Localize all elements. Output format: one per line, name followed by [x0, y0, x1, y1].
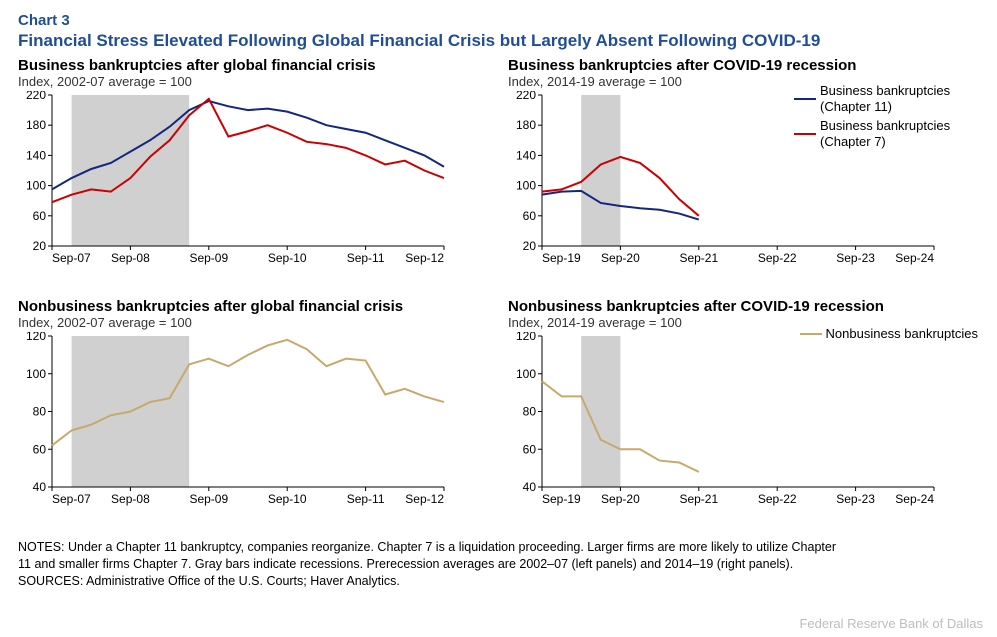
- panel-bl-sub: Index, 2002-07 average = 100: [18, 315, 488, 330]
- svg-text:Sep-11: Sep-11: [347, 251, 385, 265]
- panel-top-left: Business bankruptcies after global finan…: [18, 57, 488, 292]
- svg-text:40: 40: [33, 480, 47, 494]
- notes-line1: NOTES: Under a Chapter 11 bankruptcy, co…: [18, 539, 979, 556]
- svg-text:100: 100: [516, 179, 536, 193]
- panel-top-right: Business bankruptcies after COVID-19 rec…: [508, 57, 978, 292]
- svg-text:Sep-24: Sep-24: [895, 251, 934, 265]
- svg-text:140: 140: [516, 148, 536, 162]
- svg-text:Sep-19: Sep-19: [542, 492, 581, 506]
- svg-text:Sep-23: Sep-23: [836, 251, 875, 265]
- svg-text:Sep-20: Sep-20: [601, 492, 640, 506]
- panel-tl-title: Business bankruptcies after global finan…: [18, 57, 488, 74]
- plot-tl: 20 60 100 140 180 220 Sep-07 Sep-08 Sep-09 Sep-10…: [18, 91, 488, 271]
- svg-text:100: 100: [516, 367, 536, 381]
- svg-text:Sep-09: Sep-09: [189, 492, 228, 506]
- svg-text:Sep-10: Sep-10: [268, 492, 307, 506]
- svg-text:60: 60: [33, 442, 47, 456]
- svg-text:Sep-08: Sep-08: [111, 492, 150, 506]
- legend-line-ch11: [794, 98, 816, 100]
- svg-text:Sep-22: Sep-22: [758, 251, 797, 265]
- panel-tr-title: Business bankruptcies after COVID-19 rec…: [508, 57, 978, 74]
- legend-line-ch7: [794, 133, 816, 135]
- plot-svg: 40 60 80 100 120 Sep-07 Sep-08 Sep-09 Sep-10 Sep-…: [18, 332, 448, 507]
- plot-br: 40 60 80 100 120 Sep-19 Sep-20 Sep-21 Sep-22 Sep-…: [508, 332, 978, 512]
- notes-line2: 11 and smaller firms Chapter 7. Gray bar…: [18, 556, 979, 573]
- svg-text:Sep-21: Sep-21: [679, 492, 718, 506]
- plot-svg: 20 60 100 140 180 220 Sep-07 Sep-08 Sep-09 Sep-10…: [18, 91, 448, 266]
- svg-text:Sep-12: Sep-12: [405, 492, 444, 506]
- svg-text:Sep-24: Sep-24: [895, 492, 934, 506]
- svg-text:Sep-20: Sep-20: [601, 251, 640, 265]
- svg-text:140: 140: [26, 148, 46, 162]
- svg-text:40: 40: [523, 480, 537, 494]
- panel-bottom-left: Nonbusiness bankruptcies after global fi…: [18, 298, 488, 533]
- svg-text:Sep-12: Sep-12: [405, 251, 444, 265]
- panel-tl-sub: Index, 2002-07 average = 100: [18, 74, 488, 89]
- svg-text:60: 60: [523, 209, 537, 223]
- chart-title: Financial Stress Elevated Following Glob…: [18, 31, 979, 51]
- svg-text:80: 80: [33, 405, 47, 419]
- legend-business: Business bankruptcies (Chapter 11) Busin…: [794, 83, 980, 152]
- legend-label-ch11: Business bankruptcies (Chapter 11): [820, 83, 980, 116]
- svg-text:Sep-21: Sep-21: [679, 251, 718, 265]
- svg-text:Sep-11: Sep-11: [347, 492, 385, 506]
- svg-text:180: 180: [26, 118, 46, 132]
- svg-text:60: 60: [523, 442, 537, 456]
- svg-text:20: 20: [33, 239, 47, 253]
- panels-grid: Business bankruptcies after global finan…: [18, 57, 979, 533]
- svg-text:120: 120: [26, 332, 46, 343]
- svg-text:Sep-10: Sep-10: [268, 251, 307, 265]
- svg-text:100: 100: [26, 179, 46, 193]
- panel-bl-title: Nonbusiness bankruptcies after global fi…: [18, 298, 488, 315]
- svg-text:180: 180: [516, 118, 536, 132]
- svg-text:220: 220: [516, 91, 536, 102]
- svg-text:60: 60: [33, 209, 47, 223]
- legend-line-nonbiz: [800, 333, 822, 335]
- svg-text:Sep-09: Sep-09: [189, 251, 228, 265]
- svg-text:220: 220: [26, 91, 46, 102]
- legend-nonbusiness: Nonbusiness bankruptcies: [800, 326, 978, 343]
- chart-label: Chart 3: [18, 12, 979, 29]
- svg-text:Sep-07: Sep-07: [52, 251, 91, 265]
- svg-text:Sep-22: Sep-22: [758, 492, 797, 506]
- svg-text:120: 120: [516, 332, 536, 343]
- svg-text:Sep-23: Sep-23: [836, 492, 875, 506]
- svg-text:Sep-07: Sep-07: [52, 492, 91, 506]
- plot-svg: 40 60 80 100 120 Sep-19 Sep-20 Sep-21 Sep-22 Sep-…: [508, 332, 938, 507]
- svg-text:100: 100: [26, 367, 46, 381]
- svg-text:Sep-08: Sep-08: [111, 251, 150, 265]
- plot-bl: 40 60 80 100 120 Sep-07 Sep-08 Sep-09 Sep-10 Sep-…: [18, 332, 488, 512]
- legend-label-nonbiz: Nonbusiness bankruptcies: [826, 326, 978, 341]
- legend-label-ch7: Business bankruptcies (Chapter 7): [820, 118, 980, 151]
- sources-line: SOURCES: Administrative Office of the U.…: [18, 573, 979, 590]
- svg-text:80: 80: [523, 405, 537, 419]
- panel-br-title: Nonbusiness bankruptcies after COVID-19 …: [508, 298, 978, 315]
- attribution: Federal Reserve Bank of Dallas: [799, 616, 983, 631]
- chart-notes: NOTES: Under a Chapter 11 bankruptcy, co…: [18, 539, 979, 590]
- svg-text:Sep-19: Sep-19: [542, 251, 581, 265]
- svg-text:20: 20: [523, 239, 537, 253]
- panel-bottom-right: Nonbusiness bankruptcies after COVID-19 …: [508, 298, 978, 533]
